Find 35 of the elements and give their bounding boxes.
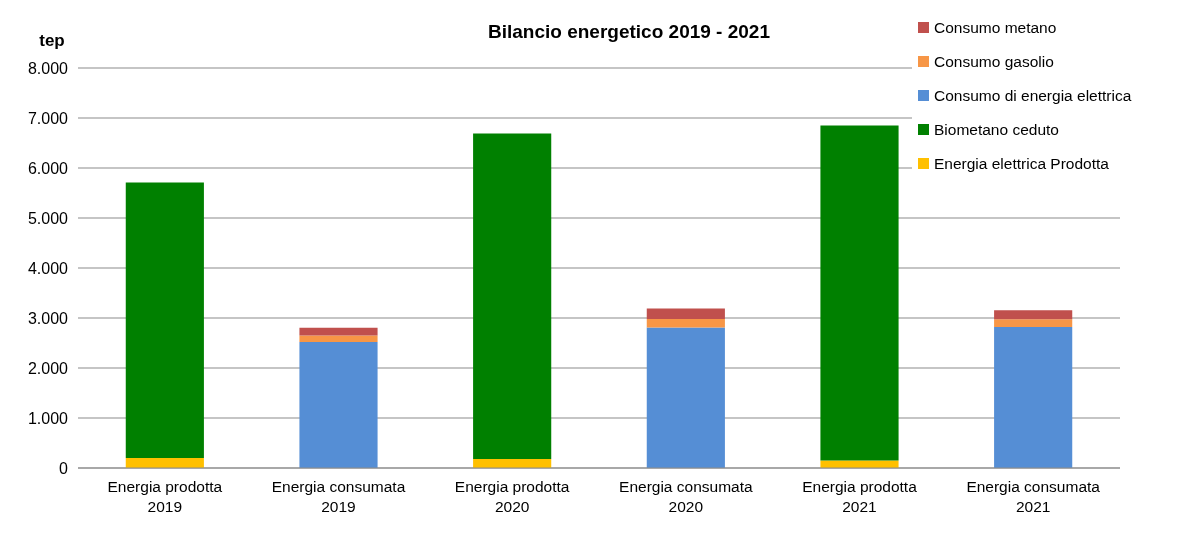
- bar: [646, 319, 725, 328]
- bar: [299, 335, 378, 342]
- y-tick-label: 4.000: [27, 259, 69, 277]
- x-tick-label: Energia prodotta 2019: [107, 478, 223, 515]
- bar: [299, 327, 378, 336]
- chart-title: Bilancio energetico 2019 - 2021: [488, 21, 771, 42]
- bar: [820, 125, 899, 461]
- bar: [646, 327, 725, 468]
- bar: [473, 133, 552, 459]
- x-tick-label: Energia consumata 2019: [271, 478, 406, 515]
- bar: [994, 319, 1073, 327]
- x-tick-label: Energia prodotta 2021: [802, 478, 918, 515]
- legend-label: Energia elettrica Prodotta: [934, 155, 1110, 173]
- bar: [994, 327, 1073, 468]
- y-tick-label: 2.000: [27, 359, 69, 377]
- y-axis-title: tep: [39, 31, 65, 50]
- bar: [299, 342, 378, 468]
- y-tick-label: 0: [59, 459, 69, 477]
- bar: [646, 308, 725, 319]
- y-tick-label: 8.000: [27, 59, 69, 77]
- bar: [125, 182, 204, 458]
- bar: [994, 310, 1073, 320]
- x-tick-label: Energia prodotta 2020: [454, 478, 570, 515]
- y-tick-label: 6.000: [27, 159, 69, 177]
- bar: [125, 458, 204, 468]
- y-tick-label: 3.000: [27, 309, 69, 327]
- y-tick-label: 5.000: [27, 209, 69, 227]
- legend-label: Consumo metano: [934, 19, 1057, 37]
- y-tick-label: 7.000: [27, 109, 69, 127]
- legend-label: Consumo gasolio: [934, 53, 1054, 71]
- x-tick-label: Energia consumata 2020: [619, 478, 753, 515]
- legend-label: Biometano ceduto: [934, 121, 1059, 139]
- x-tick-label: Energia consumata 2021: [966, 478, 1101, 515]
- y-tick-label: 1.000: [27, 409, 69, 427]
- legend-label: Consumo di energia elettrica: [934, 87, 1132, 105]
